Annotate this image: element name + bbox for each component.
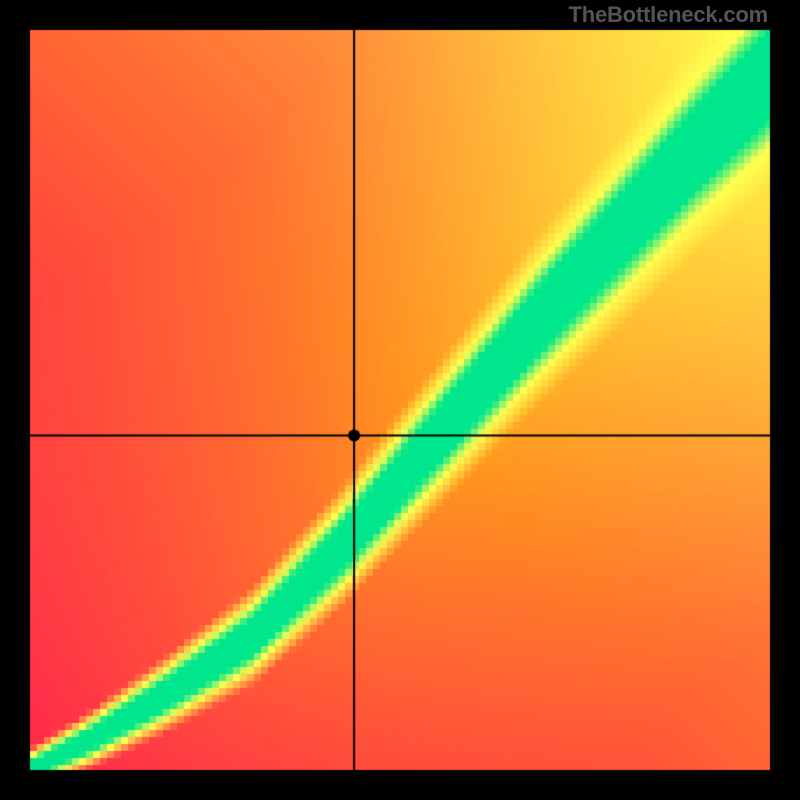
- chart-container: TheBottleneck.com: [0, 0, 800, 800]
- watermark-text: TheBottleneck.com: [568, 2, 768, 28]
- bottleneck-heatmap: [0, 0, 800, 800]
